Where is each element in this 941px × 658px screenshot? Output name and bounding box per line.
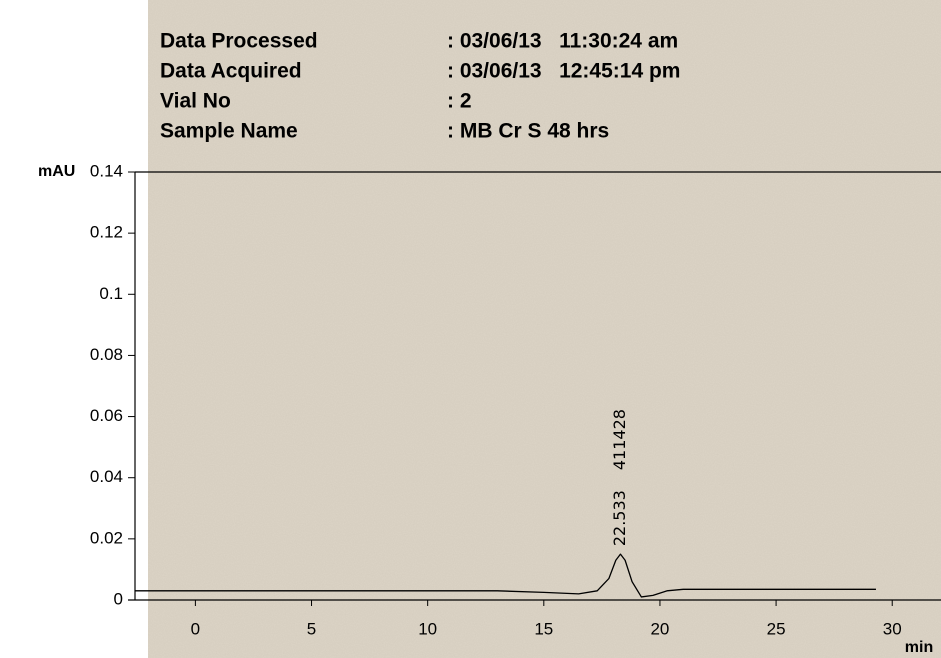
x-tick-label: 15 <box>534 619 553 638</box>
info-value: : 03/06/13 11:30:24 am <box>447 30 678 53</box>
info-label: Data Processed <box>160 30 318 53</box>
y-tick-label: 0.02 <box>90 528 123 547</box>
x-tick-label: 5 <box>307 619 316 638</box>
peak-annotation: 411428 <box>610 409 629 470</box>
info-value: : MB Cr S 48 hrs <box>447 120 609 143</box>
y-axis-label: mAU <box>38 163 75 180</box>
info-value: : 2 <box>447 90 472 113</box>
y-tick-label: 0.12 <box>90 223 123 242</box>
x-axis-label: min <box>905 639 933 656</box>
y-tick-label: 0 <box>114 589 123 608</box>
info-label: Sample Name <box>160 120 298 143</box>
x-tick-label: 10 <box>418 619 437 638</box>
y-tick-label: 0.1 <box>99 284 123 303</box>
y-tick-label: 0.08 <box>90 345 123 364</box>
info-label: Data Acquired <box>160 60 302 83</box>
x-tick-label: 25 <box>767 619 786 638</box>
x-tick-label: 30 <box>883 619 902 638</box>
trace-line <box>135 553 876 598</box>
y-tick-label: 0.14 <box>90 161 123 180</box>
info-value: : 03/06/13 12:45:14 pm <box>447 60 680 83</box>
peak-annotation: 22.533 <box>610 490 629 546</box>
x-tick-label: 20 <box>650 619 669 638</box>
texture <box>148 0 941 658</box>
x-tick-label: 0 <box>191 619 200 638</box>
info-label: Vial No <box>160 90 231 113</box>
y-tick-label: 0.06 <box>90 406 123 425</box>
y-tick-label: 0.04 <box>90 467 123 486</box>
